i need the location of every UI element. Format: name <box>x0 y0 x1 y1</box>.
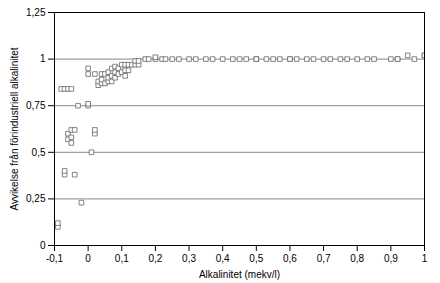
svg-text:0,8: 0,8 <box>350 253 364 264</box>
svg-text:0,3: 0,3 <box>182 253 196 264</box>
svg-text:1,25: 1,25 <box>26 7 46 18</box>
svg-text:0,9: 0,9 <box>384 253 398 264</box>
svg-text:0,4: 0,4 <box>216 253 230 264</box>
svg-text:0,1: 0,1 <box>115 253 129 264</box>
svg-text:1: 1 <box>40 53 46 64</box>
svg-text:0,5: 0,5 <box>249 253 263 264</box>
svg-text:0,75: 0,75 <box>26 100 46 111</box>
svg-text:0: 0 <box>40 240 46 251</box>
svg-text:Avvikelse från förindustriell: Avvikelse från förindustriell alkalinite… <box>9 47 20 210</box>
svg-text:-0,1: -0,1 <box>46 253 64 264</box>
svg-text:0,6: 0,6 <box>283 253 297 264</box>
svg-text:0: 0 <box>85 253 91 264</box>
svg-text:0,5: 0,5 <box>32 147 46 158</box>
svg-text:0,7: 0,7 <box>317 253 331 264</box>
svg-text:Alkalinitet (mekv/l): Alkalinitet (mekv/l) <box>199 269 280 280</box>
svg-text:0,2: 0,2 <box>148 253 162 264</box>
svg-text:1: 1 <box>422 253 428 264</box>
svg-text:0,25: 0,25 <box>26 193 46 204</box>
